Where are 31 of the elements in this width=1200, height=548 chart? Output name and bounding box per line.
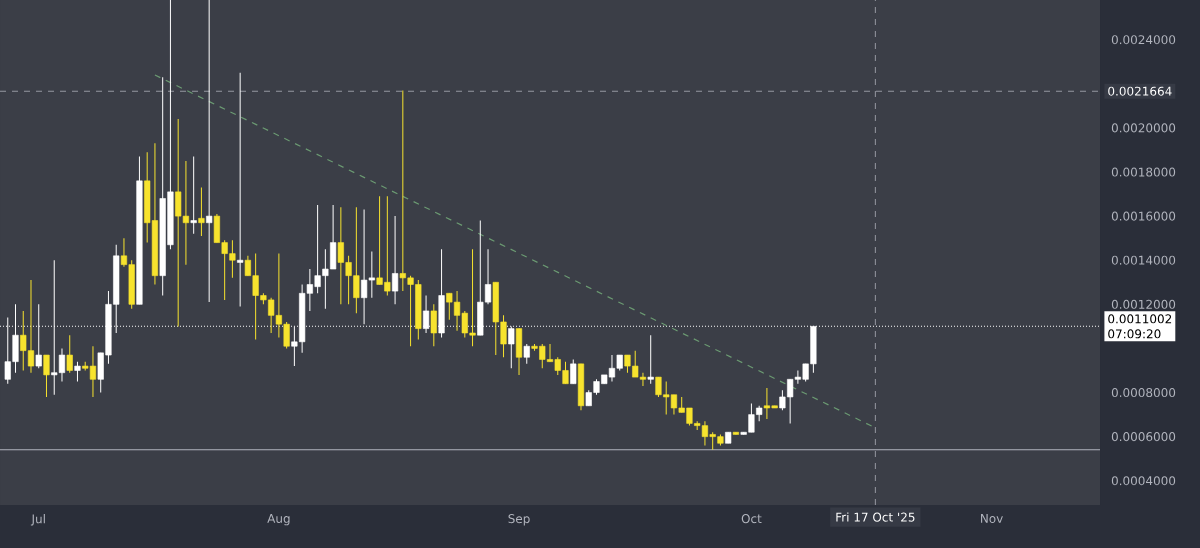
candlestick <box>523 343 530 365</box>
candlestick <box>43 354 50 398</box>
candlestick <box>206 0 213 303</box>
x-tick-label: Oct <box>741 514 762 524</box>
candlestick <box>422 295 430 334</box>
candlestick <box>570 358 577 385</box>
ref-line-label: Fri 17 Oct '25 <box>836 512 915 522</box>
candlestick <box>74 361 81 383</box>
y-tick-label: 0.0014000 <box>1111 255 1176 265</box>
ref-line-label: 0.0021664 <box>1108 86 1172 96</box>
candlestick <box>190 156 197 235</box>
y-tick-label: 0.0012000 <box>1111 299 1176 309</box>
candlestick <box>66 334 73 374</box>
candlestick <box>198 186 205 237</box>
x-tick-label: Sep <box>508 514 530 526</box>
x-tick-label: Aug <box>267 514 290 526</box>
y-tick-label: 0.0008000 <box>1111 388 1176 398</box>
y-tick-label: 0.0016000 <box>1111 211 1176 221</box>
x-tick-label: Nov <box>981 514 1003 523</box>
text: 07:09:20 <box>1108 329 1161 339</box>
candlestick <box>430 303 437 347</box>
candlestick <box>237 72 244 308</box>
x-tick-label: Jul <box>30 514 45 526</box>
candlestick <box>391 215 399 305</box>
ref-line-label: 0.0011002 <box>1108 314 1172 324</box>
y-tick-label: 0.0020000 <box>1111 123 1176 133</box>
y-tick-label: 0.0004000 <box>1111 476 1176 486</box>
candlestick <box>647 334 654 385</box>
y-tick-label: 0.0018000 <box>1111 167 1176 177</box>
y-tick-label: 0.0006000 <box>1111 432 1176 442</box>
y-tick-label: 0.0024000 <box>1111 35 1176 45</box>
